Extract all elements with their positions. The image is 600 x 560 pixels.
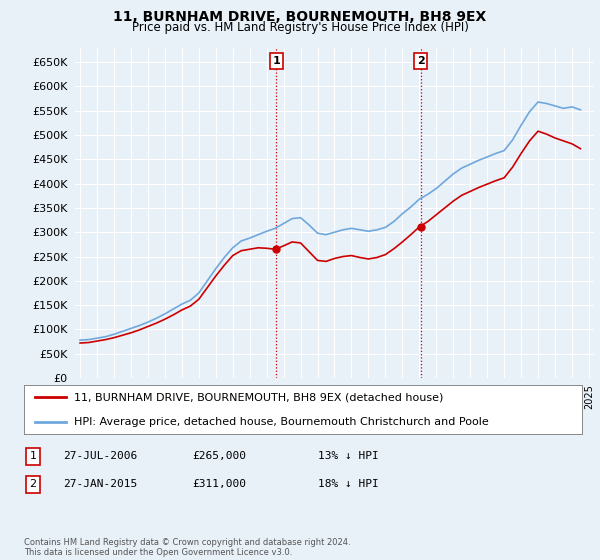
Text: Price paid vs. HM Land Registry's House Price Index (HPI): Price paid vs. HM Land Registry's House … (131, 21, 469, 34)
Text: 13% ↓ HPI: 13% ↓ HPI (318, 451, 379, 461)
Text: 18% ↓ HPI: 18% ↓ HPI (318, 479, 379, 489)
Text: 1: 1 (272, 56, 280, 66)
Text: £311,000: £311,000 (192, 479, 246, 489)
Text: 11, BURNHAM DRIVE, BOURNEMOUTH, BH8 9EX (detached house): 11, BURNHAM DRIVE, BOURNEMOUTH, BH8 9EX … (74, 392, 443, 402)
Text: 1: 1 (29, 451, 37, 461)
Text: 2: 2 (29, 479, 37, 489)
Text: 11, BURNHAM DRIVE, BOURNEMOUTH, BH8 9EX: 11, BURNHAM DRIVE, BOURNEMOUTH, BH8 9EX (113, 10, 487, 24)
Text: £265,000: £265,000 (192, 451, 246, 461)
Text: HPI: Average price, detached house, Bournemouth Christchurch and Poole: HPI: Average price, detached house, Bour… (74, 417, 489, 427)
Text: 2: 2 (417, 56, 425, 66)
Text: 27-JAN-2015: 27-JAN-2015 (63, 479, 137, 489)
Text: 27-JUL-2006: 27-JUL-2006 (63, 451, 137, 461)
Text: Contains HM Land Registry data © Crown copyright and database right 2024.
This d: Contains HM Land Registry data © Crown c… (24, 538, 350, 557)
